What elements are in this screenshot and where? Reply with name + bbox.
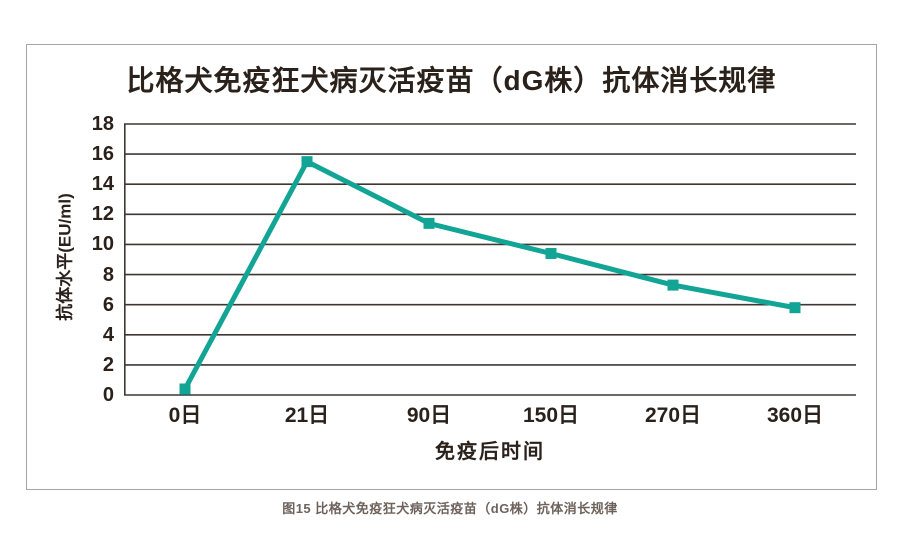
- y-tick-label: 2: [102, 353, 114, 376]
- y-tick-label: 12: [91, 203, 114, 226]
- y-tick-label: 8: [102, 263, 114, 286]
- line-chart-plot-area: [124, 123, 856, 396]
- x-tick-label: 270日: [644, 404, 702, 427]
- data-line: [182, 158, 796, 391]
- data-point-marker: [179, 383, 191, 395]
- data-point-marker: [301, 156, 313, 168]
- y-tick-label: 10: [91, 233, 114, 256]
- x-tick-label: 360日: [766, 404, 824, 427]
- y-tick-label: 6: [102, 293, 114, 316]
- x-tick-label: 150日: [522, 404, 580, 427]
- x-tick-label: 90日: [406, 404, 452, 427]
- y-tick-label: 14: [91, 173, 114, 196]
- y-tick-label: 4: [102, 323, 114, 346]
- chart-title: 比格犬免疫狂犬病灭活疫苗（dG株）抗体消长规律: [126, 65, 777, 96]
- x-tick-label: 21日: [284, 404, 330, 427]
- x-tick-label: 0日: [168, 404, 202, 427]
- data-point-marker: [667, 279, 679, 291]
- y-tick-label: 16: [91, 143, 114, 166]
- figure-caption: 图15 比格犬免疫狂犬病灭活疫苗（dG株）抗体消长规律: [282, 501, 618, 516]
- x-axis-title: 免疫后时间: [435, 441, 545, 463]
- data-point-marker: [423, 217, 435, 229]
- y-tick-label: 0: [102, 384, 114, 406]
- data-point-marker: [789, 302, 801, 314]
- data-point-marker: [545, 247, 557, 259]
- y-tick-label: 18: [91, 113, 114, 135]
